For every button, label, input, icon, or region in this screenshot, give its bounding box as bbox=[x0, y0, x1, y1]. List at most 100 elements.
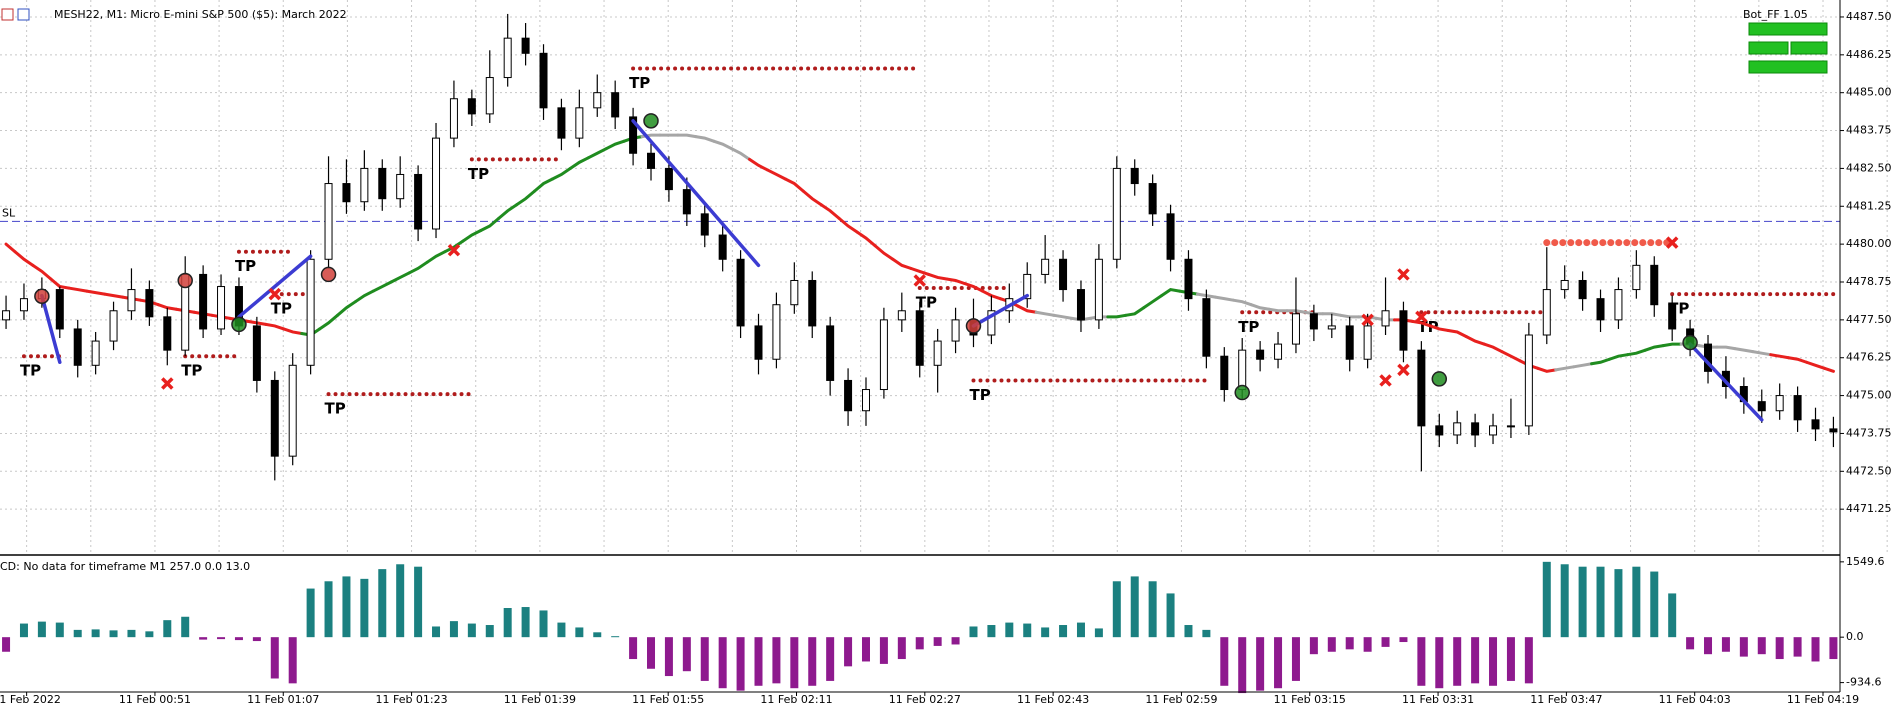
candle-body bbox=[629, 116, 638, 154]
candle-body bbox=[163, 316, 172, 351]
x-tick-label: 11 Feb 04:03 bbox=[1659, 693, 1731, 706]
macd-bar bbox=[163, 620, 172, 638]
menu-icon[interactable] bbox=[1, 8, 14, 21]
macd-bar bbox=[306, 588, 315, 638]
y-tick-label: 4471.25 bbox=[1846, 502, 1892, 515]
candle-body bbox=[19, 298, 28, 312]
macd-bar bbox=[969, 626, 978, 638]
candle-body bbox=[414, 173, 423, 230]
chart-icon[interactable] bbox=[17, 8, 30, 21]
ma-line bbox=[891, 257, 913, 270]
ma-line bbox=[1106, 313, 1128, 319]
macd-bar bbox=[414, 566, 423, 638]
x-tick-label: 11 Feb 01:55 bbox=[632, 693, 704, 706]
candle-body bbox=[1130, 167, 1139, 185]
candle-body bbox=[1220, 355, 1229, 391]
candle-body bbox=[109, 310, 118, 342]
candle-body bbox=[217, 286, 226, 330]
macd-bar bbox=[145, 631, 154, 638]
ma-line bbox=[1590, 357, 1611, 366]
x-tick-label: 11 Feb 02:27 bbox=[889, 693, 961, 706]
candle-body bbox=[575, 107, 584, 139]
exit-marker bbox=[447, 243, 461, 257]
panel-button[interactable] bbox=[1790, 41, 1828, 55]
ma-line bbox=[479, 216, 501, 233]
macd-bar bbox=[1524, 637, 1533, 684]
ma-line bbox=[1267, 307, 1289, 313]
ma-line bbox=[783, 177, 805, 193]
macd-bar bbox=[1704, 637, 1713, 655]
buy-marker bbox=[643, 113, 659, 129]
candle-body bbox=[826, 325, 835, 381]
y-tick-label: 4476.25 bbox=[1846, 351, 1892, 364]
candle-body bbox=[1327, 325, 1336, 330]
ma-line bbox=[461, 229, 483, 243]
x-tick-label: 11 Feb 03:31 bbox=[1402, 693, 1474, 706]
macd-bar bbox=[1650, 571, 1659, 638]
ma-line bbox=[67, 286, 89, 293]
trend-line bbox=[40, 293, 62, 365]
candle-body bbox=[1506, 425, 1515, 428]
macd-bar bbox=[1023, 623, 1032, 638]
macd-bar bbox=[611, 636, 620, 638]
panel-button[interactable] bbox=[1748, 22, 1828, 36]
candle-body bbox=[1363, 325, 1372, 360]
candle-body bbox=[664, 167, 673, 191]
ma-line bbox=[1787, 356, 1809, 364]
ma-line bbox=[1625, 348, 1647, 357]
candle-body bbox=[73, 328, 82, 366]
macd-bar bbox=[1166, 593, 1175, 638]
candle-body bbox=[1811, 419, 1820, 430]
macd-bar bbox=[288, 637, 297, 684]
macd-bar bbox=[432, 626, 441, 638]
macd-bar bbox=[1148, 581, 1157, 638]
macd-bar bbox=[324, 581, 333, 638]
candle-body bbox=[503, 37, 512, 79]
macd-bar bbox=[1112, 581, 1121, 638]
candle-body bbox=[736, 258, 745, 327]
macd-bar bbox=[826, 637, 835, 681]
candle-body bbox=[55, 289, 64, 330]
macd-bar bbox=[199, 637, 208, 640]
macd-bar bbox=[1076, 622, 1085, 638]
y-tick-label: 4485.00 bbox=[1846, 86, 1892, 99]
macd-bar bbox=[879, 637, 888, 664]
ma-line bbox=[801, 189, 823, 207]
macd-bar bbox=[987, 625, 996, 638]
ma-line bbox=[1231, 298, 1253, 307]
macd-bar bbox=[1560, 564, 1569, 638]
macd-bar bbox=[342, 576, 351, 638]
trend-line bbox=[971, 293, 1029, 328]
buy-marker bbox=[1234, 384, 1250, 401]
macd-bar bbox=[217, 637, 226, 640]
candle-body bbox=[790, 279, 799, 306]
ma-line bbox=[1464, 335, 1486, 346]
macd-bar bbox=[503, 608, 512, 638]
ma-line bbox=[1607, 353, 1629, 361]
ma-line bbox=[371, 280, 393, 293]
panel-button[interactable] bbox=[1748, 60, 1828, 74]
macd-bar bbox=[109, 630, 118, 638]
macd-bar bbox=[1238, 637, 1247, 694]
candle-body bbox=[987, 310, 996, 336]
panel-button[interactable] bbox=[1748, 41, 1789, 55]
macd-bar bbox=[270, 637, 279, 679]
macd-y-tick-label: -934.6 bbox=[1846, 676, 1881, 689]
ma-line bbox=[1536, 366, 1558, 373]
candle-body bbox=[306, 258, 315, 366]
candle-body bbox=[682, 189, 691, 215]
sell-marker bbox=[965, 318, 982, 334]
candle-body bbox=[1614, 289, 1623, 321]
macd-bar bbox=[127, 629, 136, 638]
ma-line bbox=[1733, 347, 1755, 354]
trend-line bbox=[631, 119, 761, 268]
ma-line bbox=[1572, 362, 1594, 369]
candle-body bbox=[1345, 325, 1354, 360]
ma-line bbox=[1822, 366, 1835, 373]
macd-bar bbox=[1739, 637, 1748, 657]
macd-bar bbox=[1757, 637, 1766, 655]
macd-bar bbox=[1632, 566, 1641, 638]
macd-bar bbox=[700, 637, 709, 681]
